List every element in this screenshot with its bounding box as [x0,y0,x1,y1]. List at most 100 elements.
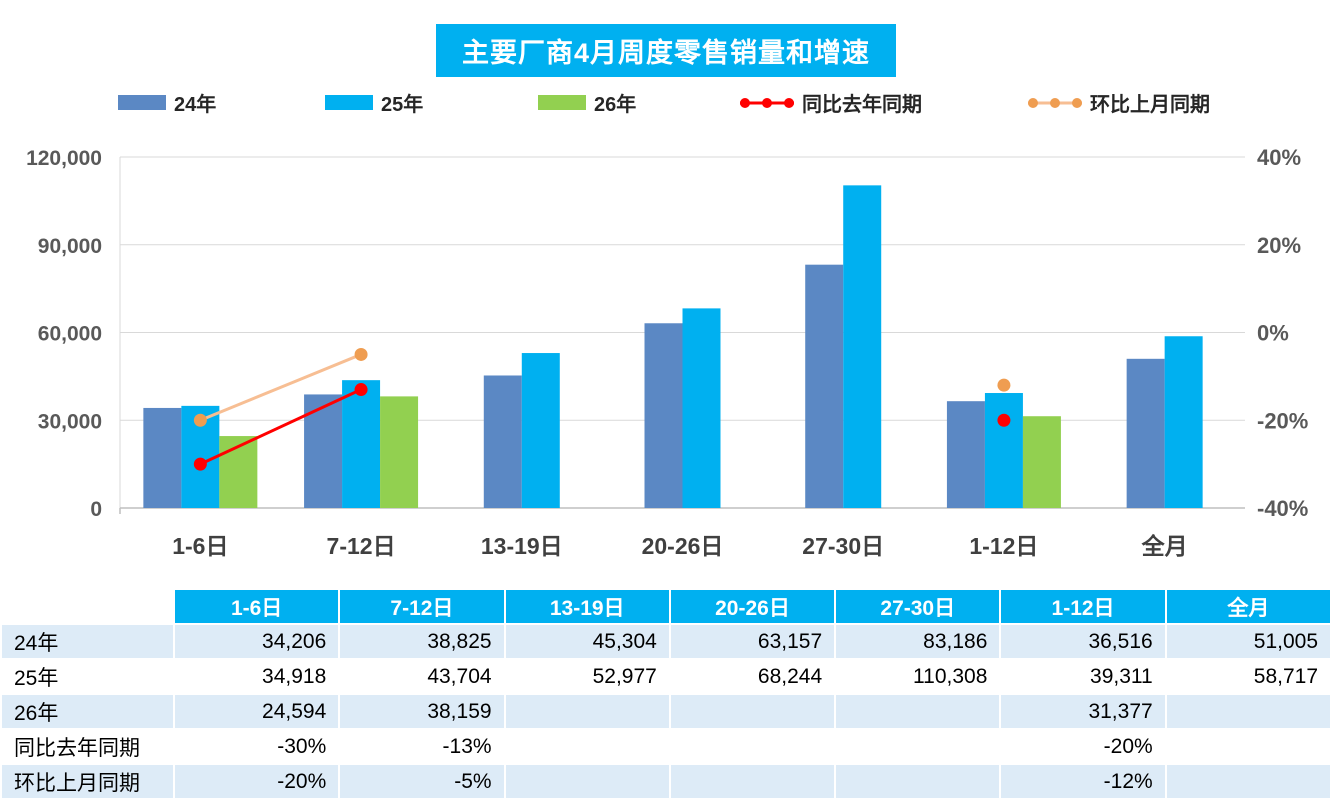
bar-24年 [1126,358,1165,508]
table-cell: 52,977 [503,658,671,695]
table-cell: 110,308 [834,658,1002,695]
table-cell: 51,005 [1164,623,1332,660]
y-left-tick-label: 0 [90,498,102,521]
table-cell: 45,304 [503,623,671,660]
legend-bar-swatch-icon [118,95,166,110]
marker-环比上月同期 [354,347,368,361]
y-left-tick-label: 120,000 [26,147,102,170]
legend-item-1[interactable]: 24年 [118,88,216,117]
x-category-label: 27-30日 [802,533,884,559]
y-right-tick-label: 40% [1257,145,1301,170]
title-row: 主要厂商4月周度零售销量和增速 [0,24,1332,77]
table-row-label: 25年 [0,658,175,695]
x-category-label: 13-19日 [481,533,563,559]
table-cell: 58,717 [1164,658,1332,695]
table-cell: 38,159 [338,693,506,730]
table-row: 环比上月同期 -20% -5% -12% [0,763,1332,800]
legend-label: 24年 [174,94,217,116]
table-cell: 34,918 [172,658,341,695]
table-cell [668,763,837,800]
legend-item-2[interactable]: 25年 [325,88,423,117]
table-cell: -5% [338,763,506,800]
legend-item-4[interactable]: 同比去年同期 [740,88,922,117]
y-right-tick-label: -40% [1257,496,1308,521]
table-row: 同比去年同期 -30% -13% -20% [0,728,1332,765]
y-right-tick-label: 0% [1257,321,1289,346]
table-cell: 43,704 [338,658,506,695]
bar-24年 [304,394,343,508]
marker-同比去年同期 [354,383,368,397]
legend-bar-swatch-icon [538,95,586,110]
table-corner-cell [0,588,175,625]
y-right-tick-label: -20% [1257,408,1308,433]
table-cell [1164,693,1332,730]
legend-line-icon [1028,97,1082,108]
bar-26年 [380,396,419,508]
table-row-label: 环比上月同期 [0,763,175,800]
table-column-header: 1-12日 [999,588,1167,625]
table-cell: -12% [999,763,1167,800]
table-cell: 34,206 [172,623,341,660]
x-category-label: 1-12日 [969,533,1038,559]
table-header-row: 1-6日 7-12日 13-19日 20-26日 27-30日 1-12日 全月 [0,588,1332,625]
x-category-label: 20-26日 [642,533,724,559]
table-row: 25年 34,918 43,704 52,977 68,244 110,308 39,311… [0,658,1332,695]
legend-label: 25年 [381,94,424,116]
y-right-tick-label: 20% [1257,233,1301,258]
table-cell: 38,825 [338,623,506,660]
chart-legend: 24年 25年 26年 同比去年同期 环比上月同期 [0,88,1332,118]
table-cell: 31,377 [999,693,1167,730]
bar-24年 [483,375,522,508]
marker-环比上月同期 [997,378,1011,392]
table-cell [834,728,1002,765]
table-cell [668,728,837,765]
marker-环比上月同期 [193,413,207,427]
table-cell [503,728,671,765]
weekly-sales-chart: 0 30,000 60,000 90,000 120,000 -40% -20% 0% 20% 4… [26,145,1308,559]
legend-bar-swatch-icon [325,95,373,110]
line-segment-环比上月同期 [199,353,362,422]
x-category-label: 7-12日 [327,533,396,559]
table-cell [834,693,1002,730]
x-category-label: 1-6日 [172,533,228,559]
bar-25年 [1164,336,1203,508]
legend-label: 26年 [594,94,637,116]
legend-item-3[interactable]: 26年 [538,88,636,117]
marker-同比去年同期 [997,413,1011,427]
table-cell: -20% [172,763,341,800]
table-cell [1164,728,1332,765]
data-table: 1-6日 7-12日 13-19日 20-26日 27-30日 1-12日 全月 24年 34,… [0,588,1332,800]
table-row: 26年 24,594 38,159 31,377 [0,693,1332,730]
table-row-label: 同比去年同期 [0,728,175,765]
legend-line-icon [740,97,794,108]
table-cell: 83,186 [834,623,1002,660]
table-column-header: 1-6日 [172,588,341,625]
line-segment-同比去年同期 [199,388,362,466]
bar-24年 [946,401,985,508]
marker-同比去年同期 [193,457,207,471]
table-cell [668,693,837,730]
y-left-tick-label: 90,000 [38,235,102,258]
bar-26年 [1022,416,1061,508]
bar-24年 [805,264,844,508]
y-left-tick-label: 30,000 [38,410,102,433]
table-cell: 36,516 [999,623,1167,660]
table-row: 24年 34,206 38,825 45,304 63,157 83,186 36,516 5… [0,623,1332,660]
table-cell: 24,594 [172,693,341,730]
legend-label: 同比去年同期 [802,94,922,116]
table-column-header: 20-26日 [668,588,837,625]
table-cell: -20% [999,728,1167,765]
bar-25年 [682,308,721,508]
table-column-header: 全月 [1164,588,1332,625]
table-row-label: 26年 [0,693,175,730]
bar-25年 [843,185,882,508]
table-cell [503,693,671,730]
bar-24年 [143,407,182,508]
bar-25年 [342,380,381,508]
table-cell: 63,157 [668,623,837,660]
legend-item-5[interactable]: 环比上月同期 [1028,88,1210,117]
table-column-header: 13-19日 [503,588,671,625]
table-column-header: 7-12日 [338,588,506,625]
x-category-label: 全月 [1141,533,1188,559]
